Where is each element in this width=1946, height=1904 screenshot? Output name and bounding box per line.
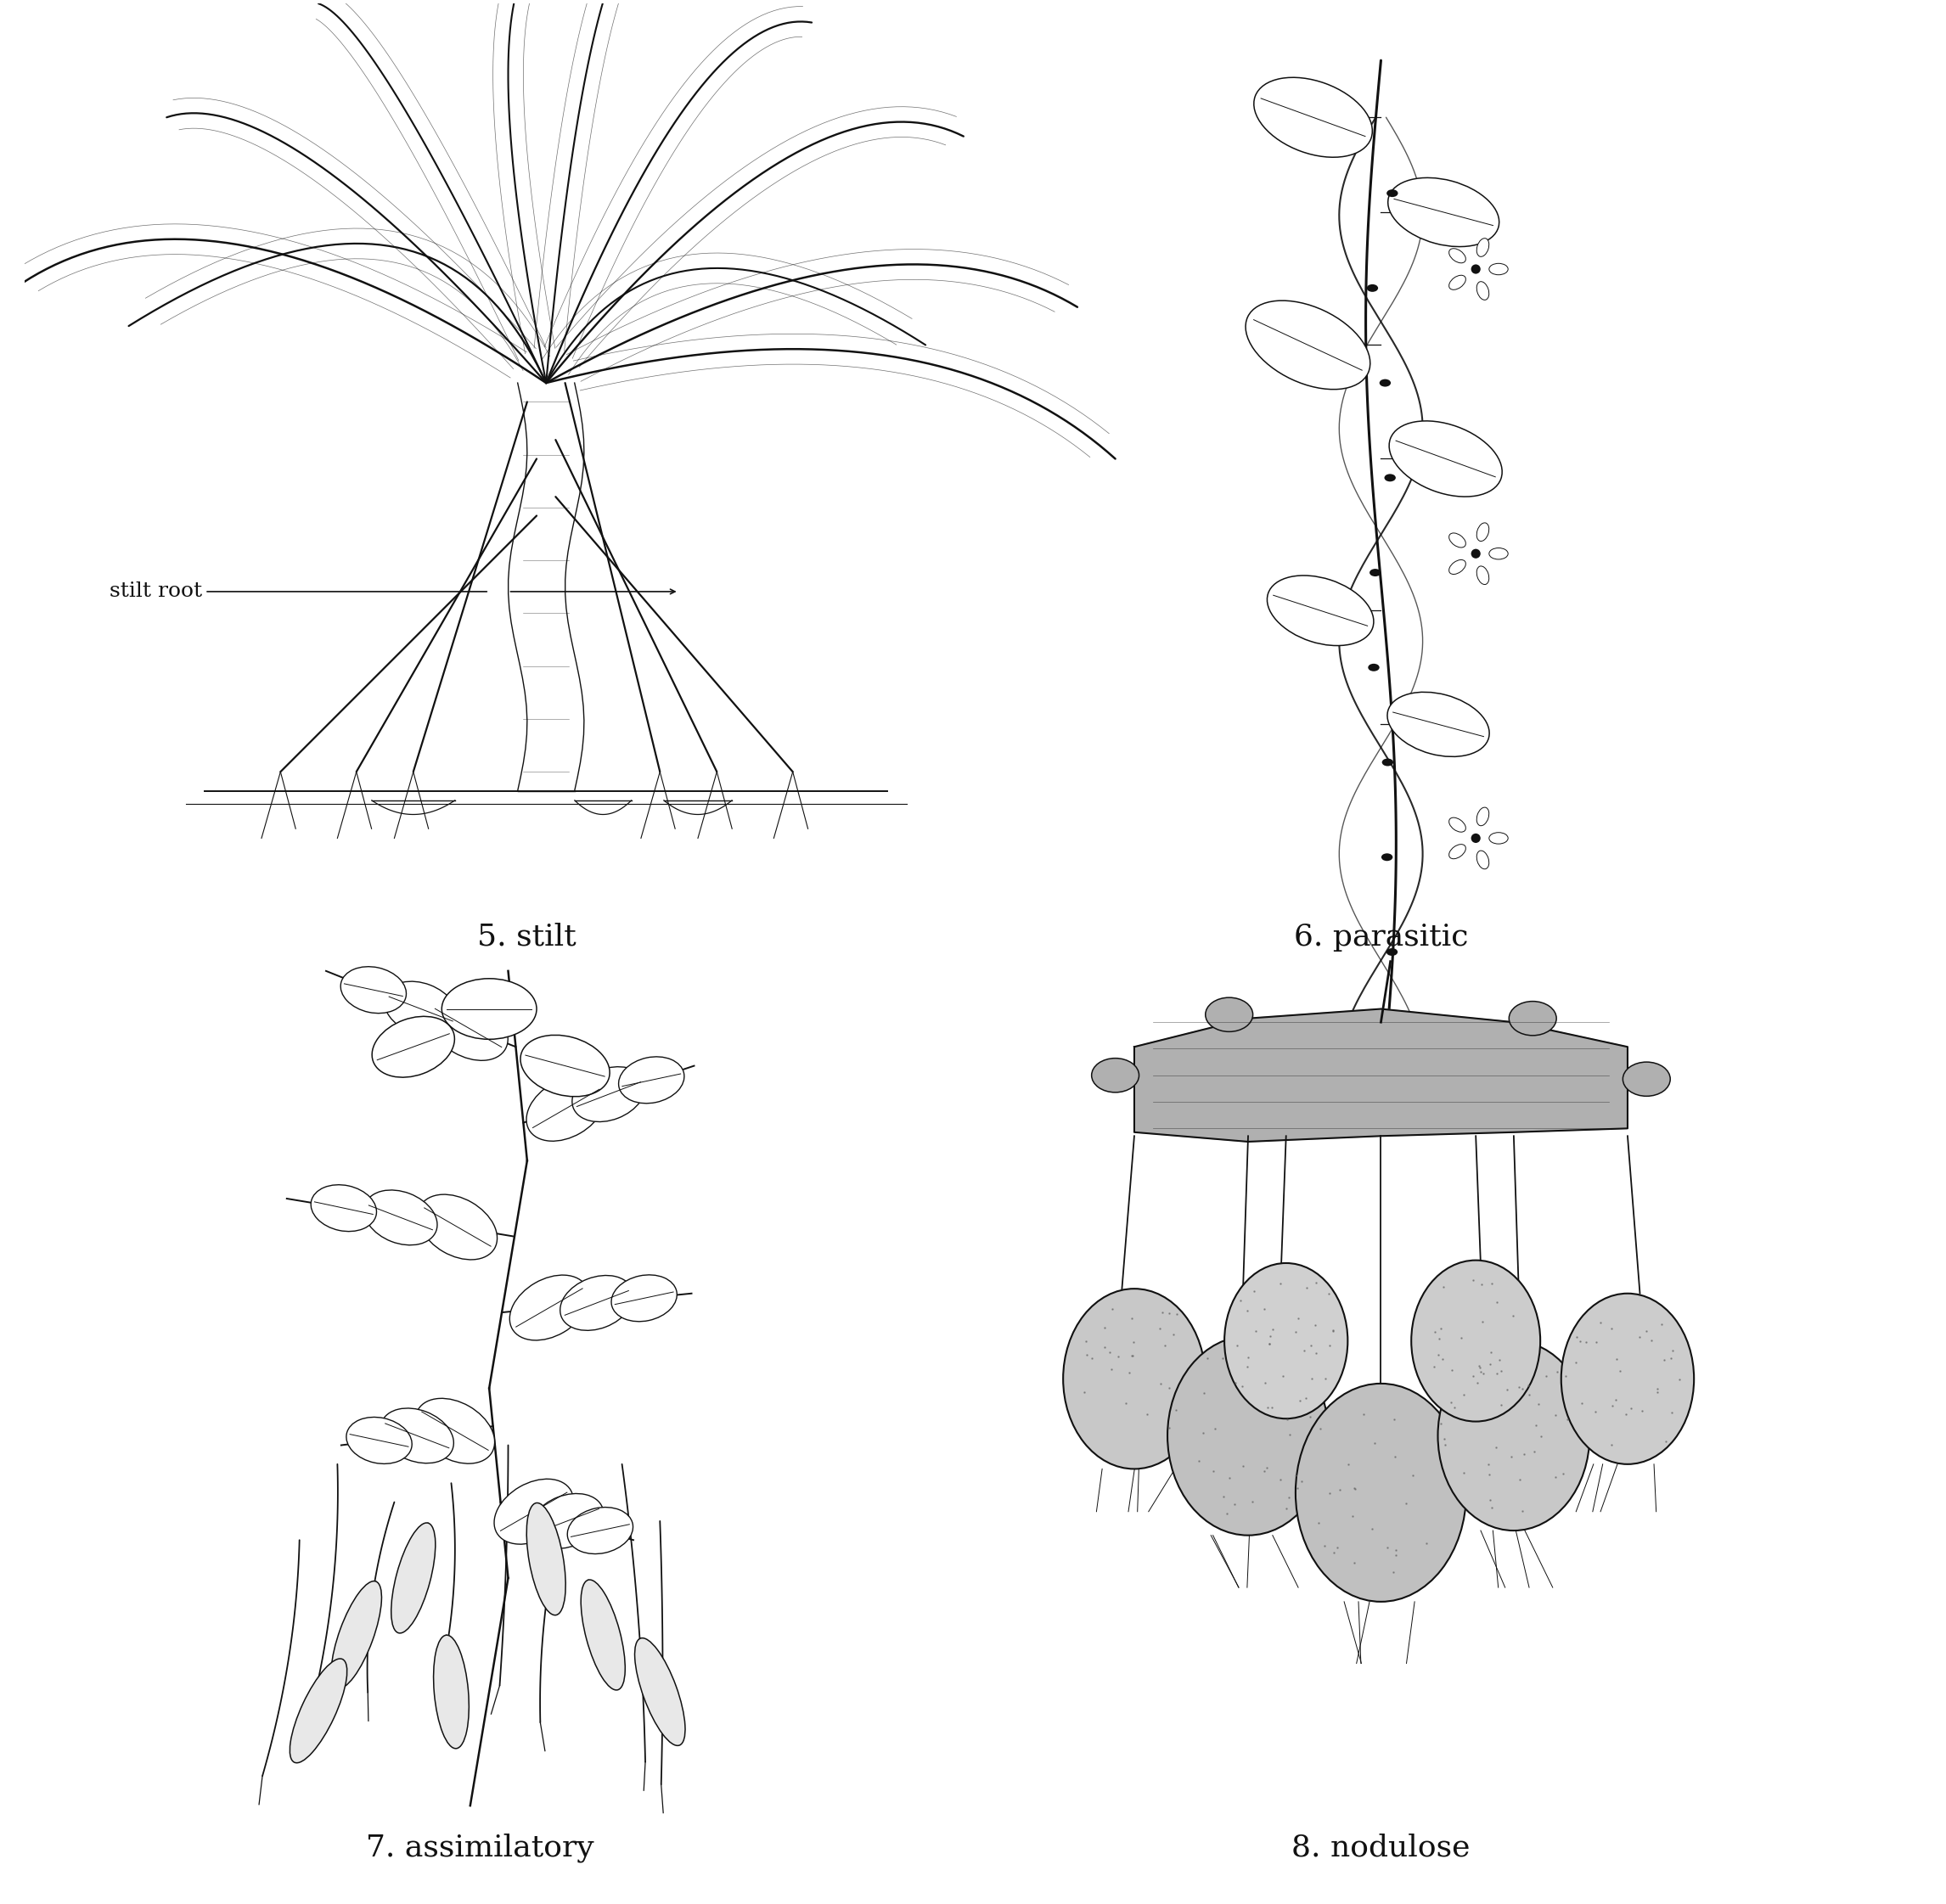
Ellipse shape [1224, 1262, 1349, 1418]
Ellipse shape [1168, 1337, 1329, 1535]
Text: 8. nodulose: 8. nodulose [1292, 1834, 1471, 1862]
Text: 7. assimilatory: 7. assimilatory [366, 1834, 594, 1862]
Ellipse shape [1450, 817, 1465, 832]
Ellipse shape [1477, 565, 1489, 585]
Ellipse shape [331, 1580, 381, 1689]
Ellipse shape [364, 1190, 438, 1245]
Ellipse shape [527, 1502, 566, 1615]
Ellipse shape [520, 1036, 609, 1097]
Ellipse shape [531, 1493, 603, 1548]
Ellipse shape [311, 1184, 376, 1232]
Ellipse shape [527, 1076, 605, 1140]
Ellipse shape [1092, 1059, 1138, 1093]
Ellipse shape [510, 1276, 590, 1340]
Ellipse shape [434, 1636, 469, 1748]
Ellipse shape [1489, 548, 1508, 560]
Ellipse shape [1450, 533, 1465, 548]
Ellipse shape [1380, 664, 1391, 672]
Ellipse shape [341, 967, 407, 1013]
Ellipse shape [346, 1417, 413, 1464]
Ellipse shape [383, 981, 457, 1036]
Ellipse shape [1386, 379, 1397, 387]
Ellipse shape [1561, 1293, 1693, 1464]
Ellipse shape [418, 1194, 496, 1260]
Ellipse shape [1489, 263, 1508, 274]
Ellipse shape [1063, 1289, 1205, 1468]
Ellipse shape [1471, 265, 1481, 274]
Ellipse shape [1623, 1062, 1670, 1097]
Ellipse shape [1387, 691, 1489, 756]
Ellipse shape [1380, 948, 1391, 956]
Ellipse shape [381, 1409, 453, 1462]
Ellipse shape [1508, 1002, 1557, 1036]
Text: stilt root: stilt root [109, 583, 486, 602]
Ellipse shape [1438, 1340, 1590, 1531]
Ellipse shape [1450, 843, 1465, 859]
Ellipse shape [1477, 282, 1489, 301]
Text: 6. parasitic: 6. parasitic [1294, 922, 1467, 952]
Ellipse shape [1477, 238, 1489, 257]
Ellipse shape [1477, 807, 1489, 826]
Ellipse shape [1387, 177, 1498, 248]
Ellipse shape [568, 1508, 632, 1554]
Ellipse shape [1364, 284, 1376, 291]
Ellipse shape [1205, 998, 1253, 1032]
Ellipse shape [634, 1637, 685, 1746]
Polygon shape [1135, 1009, 1627, 1142]
Ellipse shape [1364, 474, 1376, 482]
Ellipse shape [428, 996, 508, 1061]
Ellipse shape [1245, 301, 1370, 388]
Ellipse shape [611, 1276, 677, 1321]
Ellipse shape [1386, 853, 1397, 861]
Ellipse shape [1477, 851, 1489, 868]
Ellipse shape [1477, 524, 1489, 541]
Ellipse shape [1450, 560, 1465, 575]
Ellipse shape [391, 1523, 436, 1634]
Ellipse shape [572, 1066, 646, 1121]
Ellipse shape [1471, 834, 1481, 843]
Ellipse shape [1411, 1260, 1541, 1422]
Ellipse shape [1372, 188, 1384, 196]
Ellipse shape [1296, 1384, 1465, 1601]
Ellipse shape [290, 1658, 346, 1763]
Ellipse shape [494, 1479, 574, 1544]
Ellipse shape [414, 1398, 494, 1464]
Ellipse shape [1450, 276, 1465, 289]
Text: 5. stilt: 5. stilt [477, 922, 576, 952]
Ellipse shape [582, 1580, 625, 1691]
Ellipse shape [1471, 548, 1481, 558]
Ellipse shape [1253, 78, 1372, 158]
Ellipse shape [560, 1276, 632, 1331]
Ellipse shape [1267, 575, 1374, 645]
Ellipse shape [1380, 758, 1391, 765]
Ellipse shape [1450, 249, 1465, 263]
Ellipse shape [372, 1017, 455, 1078]
Ellipse shape [442, 979, 537, 1040]
Ellipse shape [1389, 421, 1502, 497]
Ellipse shape [1378, 569, 1389, 577]
Ellipse shape [1489, 832, 1508, 843]
Ellipse shape [619, 1057, 685, 1102]
